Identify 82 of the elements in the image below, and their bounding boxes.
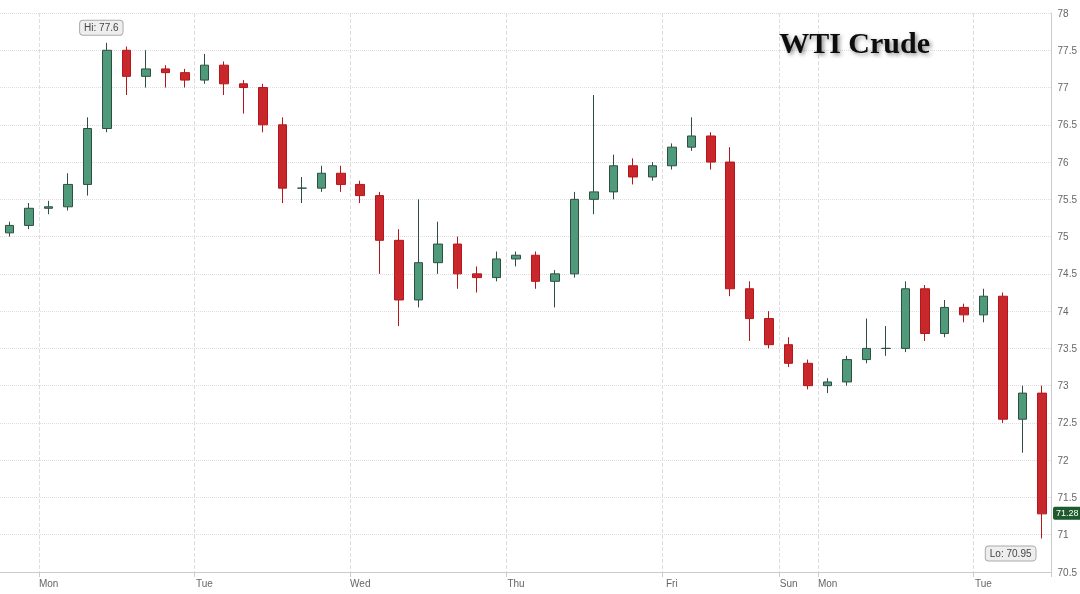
y-tick-label: 71	[1057, 529, 1070, 541]
candlestick	[531, 251, 540, 290]
annotation: Hi: 77.6	[84, 22, 119, 34]
chart-title: WTI Crude	[779, 25, 931, 59]
candlestick	[1018, 385, 1027, 454]
candlestick	[979, 288, 988, 323]
candlestick	[570, 191, 579, 279]
candlestick	[706, 131, 716, 171]
candlestick	[959, 303, 969, 323]
candlestick	[472, 265, 482, 293]
candlestick	[648, 161, 657, 182]
candlestick	[433, 221, 443, 275]
candlestick	[180, 68, 190, 89]
y-tick-label: 72.5	[1057, 417, 1078, 429]
candlestick	[667, 142, 677, 171]
candlestick	[823, 377, 832, 394]
candlestick	[589, 94, 599, 215]
candlestick	[24, 202, 34, 230]
candlestick	[394, 228, 404, 327]
candlestick	[1037, 385, 1047, 539]
y-tick-label: 72	[1057, 454, 1070, 466]
annotation: Lo: 70.95	[989, 547, 1032, 559]
candlestick	[161, 64, 170, 89]
y-tick-label: 73	[1057, 380, 1070, 392]
candlestick	[317, 165, 326, 193]
candlestick	[375, 191, 384, 275]
x-tick-label: Mon	[817, 577, 838, 589]
candlestick	[102, 42, 112, 133]
y-tick-label: 74.5	[1057, 268, 1078, 280]
candlestick	[511, 251, 521, 267]
x-tick-label: Thu	[507, 577, 525, 589]
candlestick	[725, 146, 735, 297]
candlestick	[355, 180, 365, 204]
candlestick	[920, 284, 930, 342]
candlestick	[219, 60, 229, 96]
candlestick	[609, 154, 618, 200]
candlestick	[803, 359, 813, 390]
x-tick-label: Tue	[974, 577, 993, 589]
x-tick-label: Sun	[779, 577, 798, 589]
candlestick	[492, 251, 501, 282]
y-tick-label: 76.5	[1057, 119, 1078, 131]
candlestick	[940, 299, 949, 338]
candlestick	[63, 172, 73, 212]
y-tick-label: 71.5	[1057, 491, 1078, 503]
y-tick-label: 77	[1057, 82, 1070, 94]
candlestick	[83, 116, 92, 197]
y-tick-label: 75	[1057, 231, 1070, 243]
candlestick	[336, 165, 346, 193]
candlestick	[550, 269, 560, 308]
candlestick	[297, 176, 307, 204]
x-tick-label: Wed	[350, 577, 371, 589]
candlestick	[901, 280, 910, 353]
candlestick	[141, 49, 151, 89]
candlestick	[784, 336, 793, 368]
candlestick	[842, 355, 852, 387]
candlestick	[122, 46, 131, 96]
y-tick-label: 75.5	[1057, 193, 1078, 205]
candlestick	[628, 157, 638, 185]
candlestick	[687, 116, 696, 152]
y-tick-label: 78	[1057, 7, 1070, 19]
candlestick	[881, 325, 891, 357]
y-tick-label: 73.5	[1057, 342, 1078, 354]
candlestick	[453, 236, 462, 290]
candlestick	[278, 116, 287, 204]
candlestick	[200, 53, 209, 85]
annotation: 71.28	[1056, 508, 1079, 519]
candlestick	[862, 318, 871, 364]
x-tick-label: Mon	[38, 577, 59, 589]
candlestick	[44, 200, 53, 215]
candlestick	[764, 310, 774, 349]
candlestick	[998, 292, 1008, 424]
x-tick-label: Tue	[196, 577, 214, 589]
y-tick-label: 77.5	[1057, 44, 1078, 56]
x-tick-label: Fri	[665, 577, 678, 589]
candlestick	[414, 198, 423, 308]
candlestick	[5, 221, 14, 238]
candlestick	[258, 83, 268, 133]
candlestick	[239, 79, 248, 115]
candlestick	[745, 280, 754, 342]
y-tick-label: 70.5	[1057, 566, 1078, 578]
y-tick-label: 76	[1057, 156, 1070, 168]
y-tick-label: 74	[1057, 305, 1070, 317]
